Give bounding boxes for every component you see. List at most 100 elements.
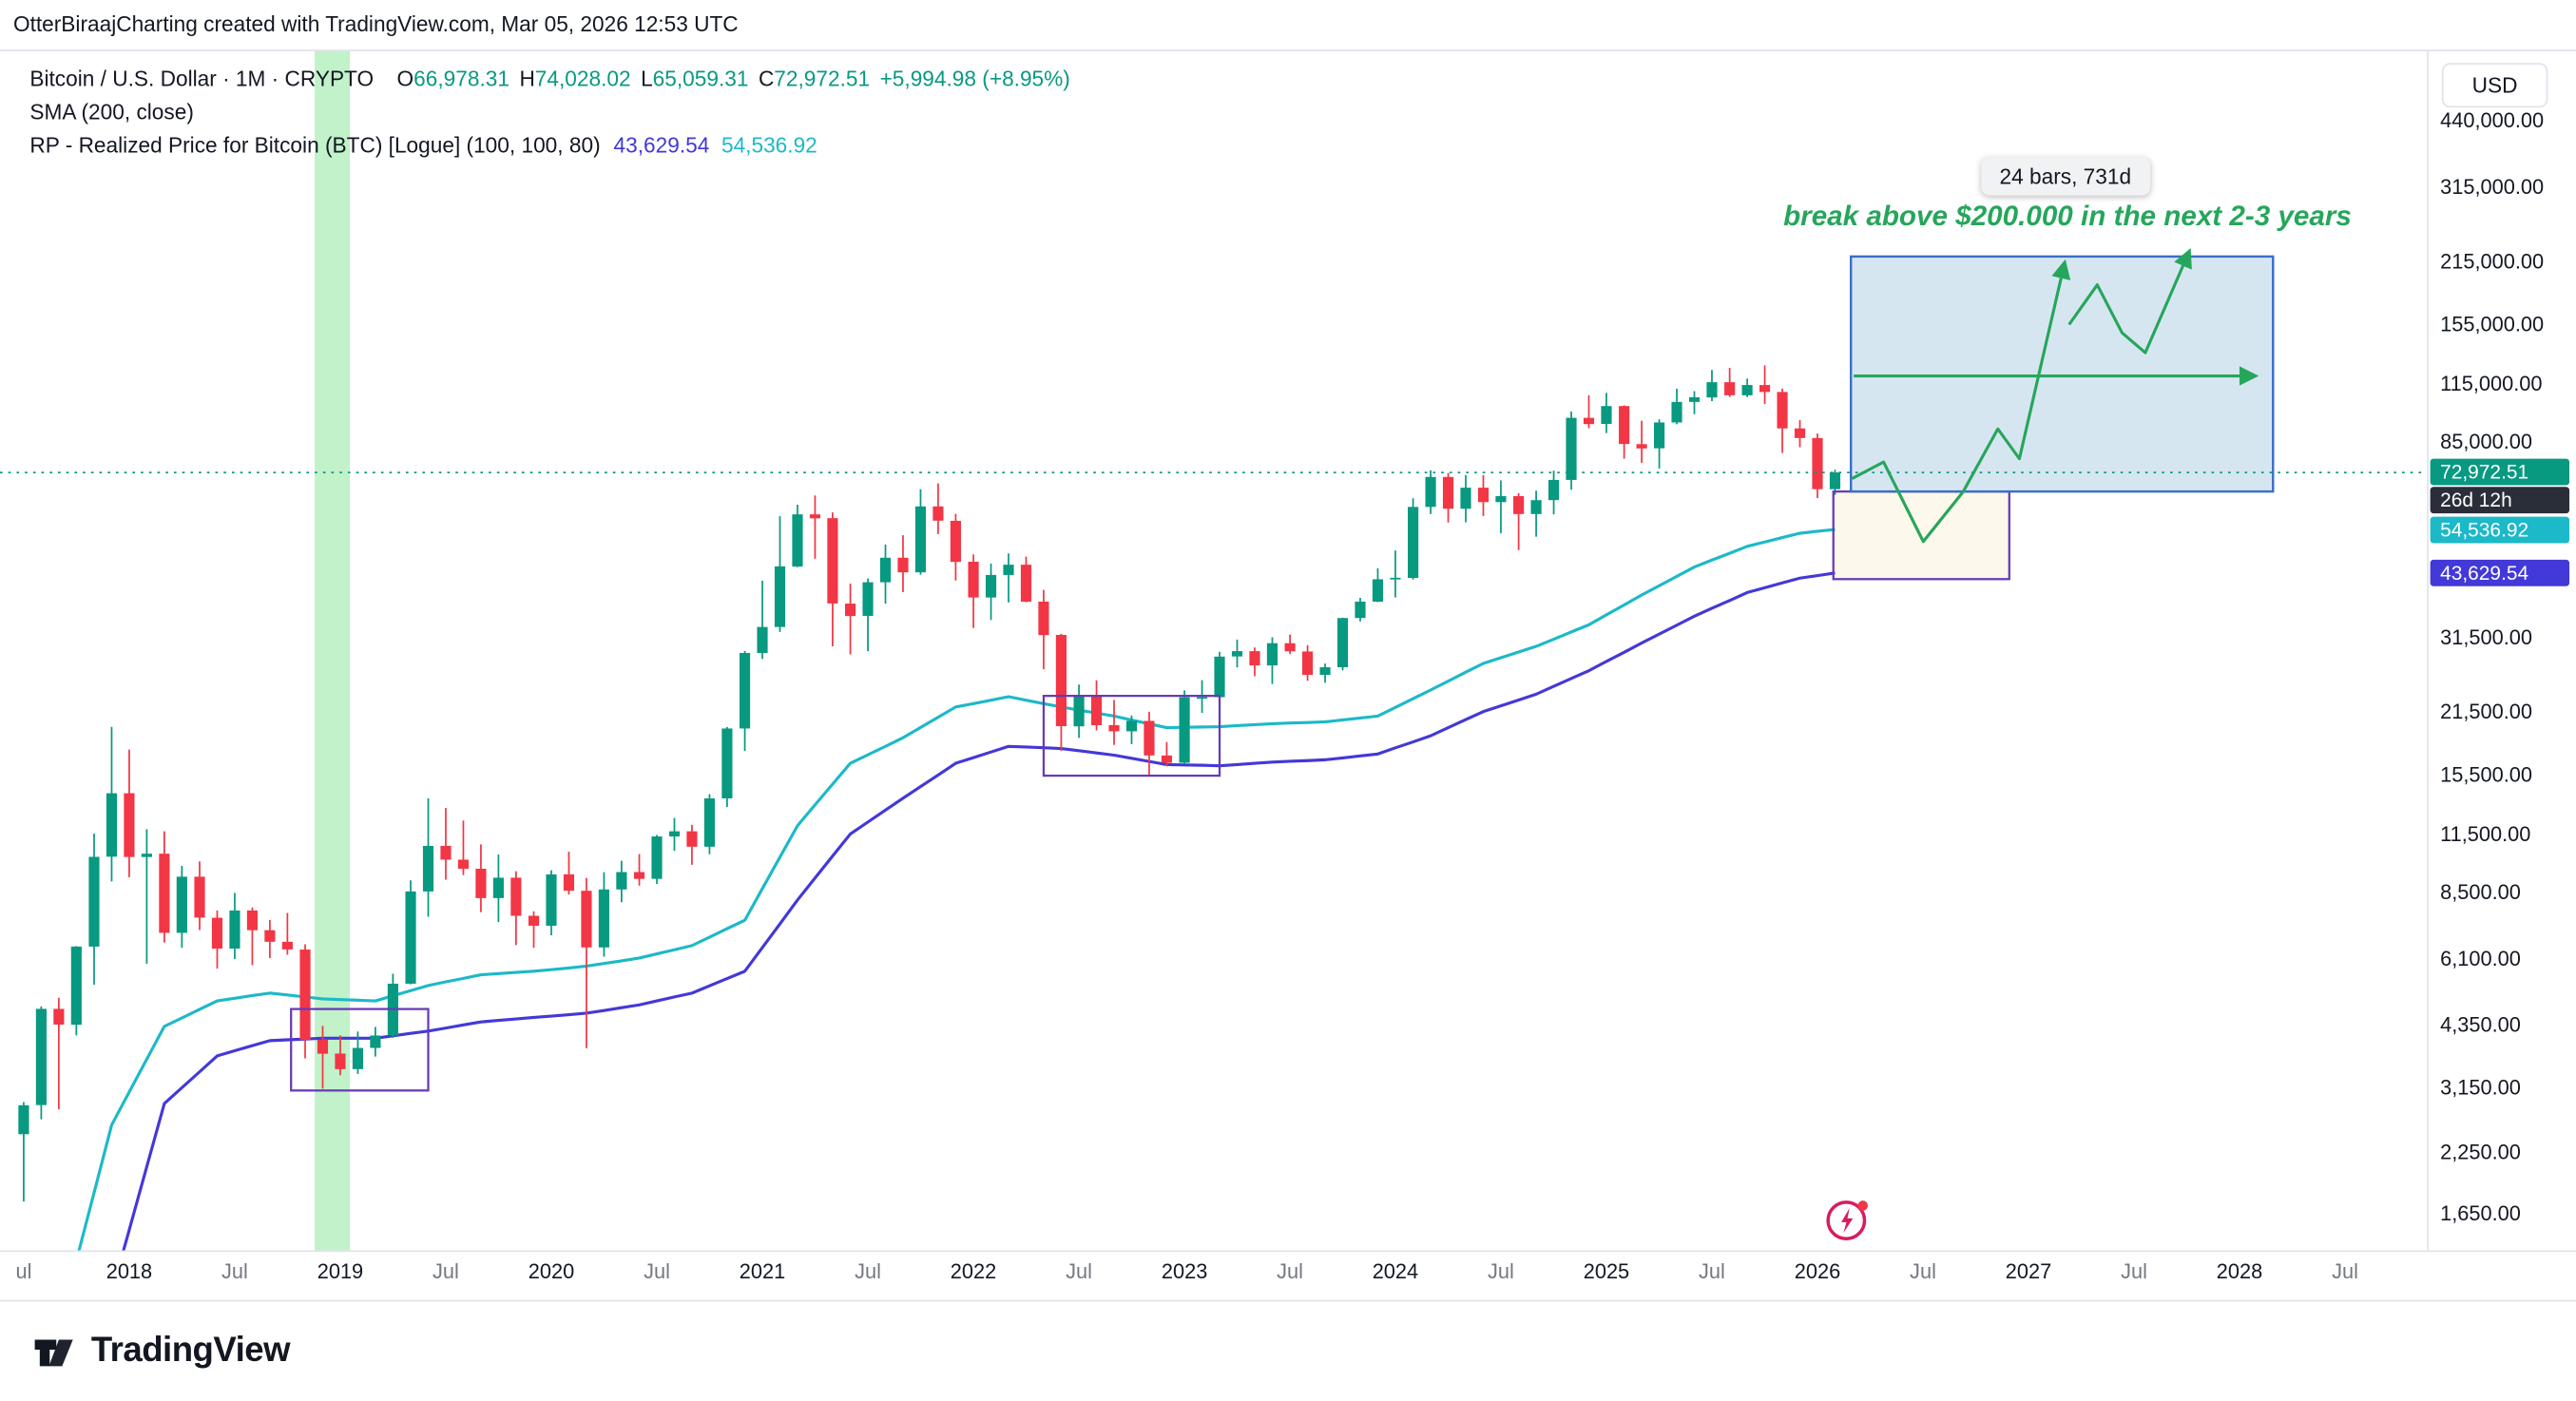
price-tick-label: 2,250.00 bbox=[2440, 1141, 2521, 1165]
candle-body bbox=[211, 917, 223, 950]
time-tick-month: Jul bbox=[1488, 1259, 1514, 1284]
candle-body bbox=[159, 854, 170, 933]
candle-body bbox=[335, 1053, 346, 1069]
price-tick-label: 15,500.00 bbox=[2440, 763, 2533, 788]
candle-body bbox=[1408, 507, 1419, 579]
ohlc-open-key: O bbox=[396, 66, 414, 91]
candle-body bbox=[457, 859, 470, 870]
price-tick-label: 85,000.00 bbox=[2440, 431, 2533, 454]
price-axis[interactable]: USD 72,972.51 26d 12h 54,536.92 43,629.5… bbox=[2428, 0, 2576, 1300]
sma-label[interactable]: SMA (200, close) bbox=[29, 99, 194, 125]
candle-body bbox=[792, 514, 803, 567]
candle-body bbox=[703, 797, 716, 847]
price-tag-last: 72,972.51 bbox=[2430, 459, 2570, 487]
projection-annotation-text[interactable]: break above $200.000 in the next 2-3 yea… bbox=[1783, 200, 2352, 232]
rectangle-drawing[interactable] bbox=[1042, 694, 1221, 777]
price-tick-label: 115,000.00 bbox=[2440, 372, 2543, 395]
time-tick-month: Jul bbox=[2121, 1259, 2147, 1284]
candle-body bbox=[686, 831, 698, 847]
candle-body bbox=[1125, 720, 1138, 732]
candle-body bbox=[1179, 697, 1190, 763]
candle-body bbox=[1144, 720, 1155, 756]
candle-body bbox=[194, 876, 205, 918]
candle-body bbox=[229, 910, 240, 950]
candle-body bbox=[281, 941, 293, 950]
candle-body bbox=[1355, 601, 1366, 619]
bottom-bar: TradingView bbox=[0, 1301, 2576, 1401]
top-bar: OtterBiraajCharting created with Trading… bbox=[0, 0, 2576, 50]
time-tick-year: 2022 bbox=[950, 1259, 997, 1284]
candle-body bbox=[352, 1047, 364, 1069]
candle-body bbox=[1706, 382, 1718, 398]
candle-body bbox=[757, 626, 768, 653]
price-tick-label: 4,350.00 bbox=[2440, 1012, 2521, 1036]
price-tick-label: 21,500.00 bbox=[2440, 700, 2533, 723]
time-tick-month: Jul bbox=[2332, 1259, 2358, 1284]
tradingview-logo-text[interactable]: TradingView bbox=[90, 1331, 291, 1370]
rp-lower-value: 43,629.54 bbox=[613, 132, 710, 158]
price-tag-rp-lower: 43,629.54 bbox=[2430, 559, 2570, 586]
time-tick-month: Jul bbox=[433, 1259, 459, 1284]
candle-body bbox=[968, 561, 979, 598]
candle-body bbox=[862, 582, 874, 616]
rp-label[interactable]: RP - Realized Price for Bitcoin (BTC) [L… bbox=[29, 132, 601, 158]
trend-projection-arrow[interactable] bbox=[1851, 259, 2071, 544]
price-tick-label: 215,000.00 bbox=[2440, 249, 2545, 273]
footer-separator bbox=[0, 1299, 2576, 1302]
candle-body bbox=[598, 889, 609, 948]
time-axis[interactable]: ul 2018 Jul 2019 Jul 2020 Jul 2021 Jul 2022 Jul 202… bbox=[0, 1252, 2428, 1300]
time-tick-year: 2026 bbox=[1794, 1259, 1841, 1284]
candle-body bbox=[1671, 401, 1682, 423]
candle-body bbox=[176, 876, 187, 933]
candle-body bbox=[1249, 651, 1260, 666]
attribution-text: OtterBiraajCharting created with Trading… bbox=[12, 11, 739, 37]
chart-legend: Bitcoin / U.S. Dollar · 1M · CRYPTO O66,9… bbox=[29, 63, 1069, 163]
price-tick-label: 315,000.00 bbox=[2440, 174, 2545, 199]
lightning-sticker-icon[interactable] bbox=[1824, 1196, 1874, 1245]
legend-sma-row[interactable]: SMA (200, close) bbox=[29, 96, 1069, 129]
candle-body bbox=[1548, 479, 1560, 501]
legend-symbol-row[interactable]: Bitcoin / U.S. Dollar · 1M · CRYPTO O66,9… bbox=[29, 63, 1069, 96]
candle-body bbox=[492, 877, 504, 898]
candle-body bbox=[1161, 755, 1173, 763]
ohlc-open-value: 66,978.31 bbox=[413, 66, 509, 91]
realized-price-upper-line[interactable] bbox=[24, 528, 1836, 1322]
topbar-separator bbox=[0, 49, 2576, 52]
time-tick-year: 2024 bbox=[1372, 1259, 1419, 1284]
time-tick-month: Jul bbox=[1277, 1259, 1303, 1284]
price-tick-label: 155,000.00 bbox=[2440, 313, 2545, 337]
tradingview-logo-icon[interactable] bbox=[31, 1329, 76, 1373]
symbol-title[interactable]: Bitcoin / U.S. Dollar · 1M · CRYPTO bbox=[29, 66, 375, 91]
candle-body bbox=[546, 873, 557, 926]
candle-body bbox=[124, 793, 135, 857]
price-tick-label: 8,500.00 bbox=[2440, 881, 2521, 905]
candle-body bbox=[827, 518, 838, 604]
candle-body bbox=[1003, 565, 1014, 575]
candle-body bbox=[1601, 406, 1612, 425]
candle-body bbox=[1829, 472, 1841, 489]
rectangle-drawing[interactable] bbox=[290, 1008, 430, 1092]
candle-body bbox=[844, 604, 856, 617]
candle-body bbox=[879, 557, 892, 583]
candle-body bbox=[1777, 392, 1788, 429]
highlight-vband[interactable] bbox=[315, 49, 351, 1251]
candle-body bbox=[422, 845, 434, 892]
candle-body bbox=[1812, 437, 1823, 489]
legend-rp-row[interactable]: RP - Realized Price for Bitcoin (BTC) [L… bbox=[29, 129, 1069, 163]
candle-body bbox=[1390, 577, 1401, 580]
candle-body bbox=[1442, 476, 1454, 509]
price-tick-label: 440,000.00 bbox=[2440, 108, 2545, 133]
candle-body bbox=[1794, 428, 1806, 438]
measure-tooltip: 24 bars, 731d bbox=[1981, 157, 2150, 196]
candle-body bbox=[897, 557, 909, 573]
realized-price-lower-line[interactable] bbox=[24, 571, 1836, 1401]
time-tick-year: 2020 bbox=[528, 1259, 575, 1284]
candle-body bbox=[1724, 382, 1736, 395]
currency-usd-button[interactable]: USD bbox=[2441, 63, 2548, 108]
projection-box[interactable] bbox=[1849, 255, 2275, 493]
candle-body bbox=[1073, 696, 1085, 727]
price-tag-countdown: 26d 12h bbox=[2430, 486, 2570, 513]
candle-body bbox=[563, 873, 575, 892]
trend-projection-arrow[interactable] bbox=[2067, 247, 2192, 355]
